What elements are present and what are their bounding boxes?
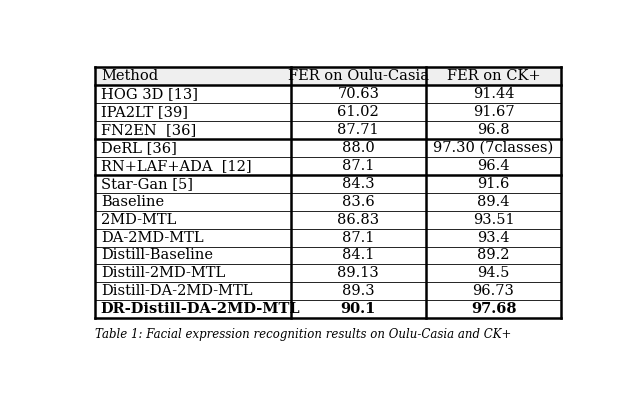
Text: 2MD-MTL: 2MD-MTL [101, 213, 176, 226]
Text: Distill-DA-2MD-MTL: Distill-DA-2MD-MTL [101, 285, 252, 298]
Text: 61.02: 61.02 [337, 105, 379, 119]
Text: 97.68: 97.68 [471, 302, 516, 316]
Text: 91.6: 91.6 [477, 177, 509, 191]
Text: 90.1: 90.1 [340, 302, 376, 316]
Text: 86.83: 86.83 [337, 213, 380, 226]
Text: 87.1: 87.1 [342, 159, 374, 173]
Text: 89.4: 89.4 [477, 195, 510, 209]
Text: 83.6: 83.6 [342, 195, 374, 209]
Text: 93.4: 93.4 [477, 231, 510, 245]
Text: FER on CK+: FER on CK+ [447, 69, 540, 83]
Text: 89.13: 89.13 [337, 266, 379, 280]
Text: Table 1: Facial expression recognition results on Oulu-Casia and CK+: Table 1: Facial expression recognition r… [95, 328, 511, 341]
Text: 91.67: 91.67 [473, 105, 515, 119]
Text: 93.51: 93.51 [473, 213, 515, 226]
Text: 84.1: 84.1 [342, 249, 374, 262]
Text: HOG 3D [13]: HOG 3D [13] [101, 87, 198, 101]
Text: 96.4: 96.4 [477, 159, 510, 173]
Text: 96.8: 96.8 [477, 123, 510, 137]
Text: 87.71: 87.71 [337, 123, 379, 137]
Text: Distill-2MD-MTL: Distill-2MD-MTL [101, 266, 225, 280]
Text: 91.44: 91.44 [473, 87, 515, 101]
Text: DR-Distill-DA-2MD-MTL: DR-Distill-DA-2MD-MTL [101, 302, 300, 316]
Text: RN+LAF+ADA  [12]: RN+LAF+ADA [12] [101, 159, 252, 173]
Text: Method: Method [101, 69, 158, 83]
Text: DeRL [36]: DeRL [36] [101, 141, 177, 155]
Text: Star-Gan [5]: Star-Gan [5] [101, 177, 193, 191]
Text: 87.1: 87.1 [342, 231, 374, 245]
Bar [95, 67, 561, 85]
Text: Baseline: Baseline [101, 195, 164, 209]
Text: DA-2MD-MTL: DA-2MD-MTL [101, 231, 204, 245]
Text: 70.63: 70.63 [337, 87, 380, 101]
Text: 97.30 (7classes): 97.30 (7classes) [433, 141, 554, 155]
Text: 84.3: 84.3 [342, 177, 374, 191]
Text: FER on Oulu-Casia: FER on Oulu-Casia [288, 69, 429, 83]
Text: 94.5: 94.5 [477, 266, 509, 280]
Text: Distill-Baseline: Distill-Baseline [101, 249, 213, 262]
Text: 88.0: 88.0 [342, 141, 374, 155]
Text: IPA2LT [39]: IPA2LT [39] [101, 105, 188, 119]
Text: 89.3: 89.3 [342, 285, 374, 298]
Text: 89.2: 89.2 [477, 249, 510, 262]
Text: FN2EN  [36]: FN2EN [36] [101, 123, 196, 137]
Text: 96.73: 96.73 [472, 285, 515, 298]
